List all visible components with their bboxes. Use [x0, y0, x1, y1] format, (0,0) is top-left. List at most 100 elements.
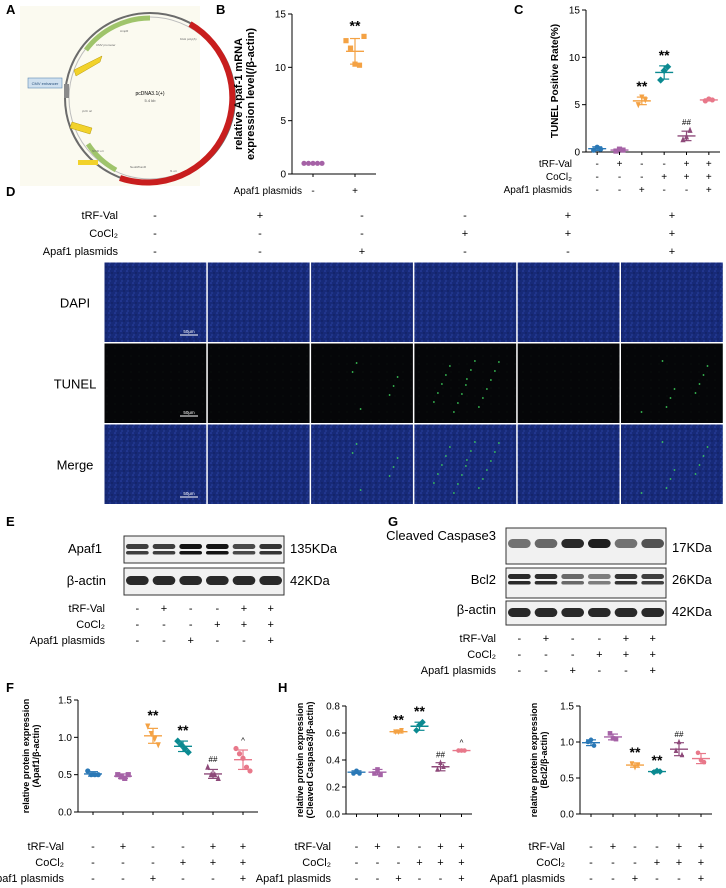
y-tick-label: 0.0 [58, 808, 72, 819]
condition-sign: - [595, 172, 598, 183]
series-group [648, 767, 666, 776]
condition-sign: - [517, 649, 521, 661]
blot-e: Apaf1 β-actin 135KDa 42KDa tRF-Val - + - - + +… [30, 535, 338, 647]
data-point [356, 62, 363, 68]
tunel-positive-cell [437, 473, 439, 475]
y-axis-label: relative Apaf-1 mRNAexpression level(/β-… [233, 28, 257, 160]
series-group [610, 146, 629, 154]
bcl2-band [641, 574, 664, 579]
micrograph-merge [414, 424, 517, 504]
condition-sign: + [649, 633, 655, 645]
data-point [396, 729, 401, 735]
condition-sign: - [595, 159, 598, 170]
tunel-positive-cell [388, 394, 391, 396]
condition-sign: - [258, 228, 262, 240]
blot-g-kda: 26KDa [672, 572, 713, 587]
data-point [177, 741, 185, 749]
significance-mark: ** [652, 752, 663, 768]
condition-sign: + [210, 841, 216, 853]
tunel-positive-cell [457, 402, 459, 404]
y-tick-label: 1.5 [560, 702, 574, 713]
data-point [613, 148, 619, 154]
tunel-positive-cell [466, 459, 468, 461]
condition-sign: + [240, 841, 246, 853]
apaf1-band [179, 544, 202, 549]
micrograph-merge [207, 424, 310, 504]
condition-sign: - [611, 857, 615, 869]
micrograph-merge [517, 424, 620, 504]
condition-sign: - [151, 841, 155, 853]
tunel-positive-cell [392, 385, 395, 387]
y-tick-label: 0 [574, 148, 580, 159]
micrograph-merge [621, 424, 723, 504]
condition-sign: + [565, 210, 571, 222]
tunel-positive-cell [498, 361, 500, 363]
bcl2-band [588, 581, 611, 585]
condition-sign: - [517, 665, 521, 677]
condition-label: tRF-Val [69, 603, 105, 615]
micrograph-dapi [517, 262, 620, 342]
data-point [676, 738, 682, 745]
data-point [152, 736, 158, 743]
data-point [664, 63, 672, 71]
condition-sign: - [566, 246, 570, 258]
y-tick-label: 1.5 [58, 696, 72, 707]
series-group [174, 737, 192, 756]
data-point [85, 768, 91, 774]
condition-sign: + [267, 635, 273, 647]
tunel-positive-cell [437, 392, 439, 394]
data-point [399, 728, 404, 734]
condition-sign: - [662, 185, 665, 196]
condition-sign: - [189, 603, 193, 615]
y-tick-label: 0.8 [326, 702, 340, 713]
bcl2-band [561, 574, 584, 579]
condition-sign: - [595, 185, 598, 196]
data-point [695, 750, 701, 756]
tunel-positive-cell [702, 455, 705, 457]
tunel-positive-cell [694, 473, 697, 475]
condition-label: tRF-Val [529, 841, 565, 853]
micrograph-dapi [621, 262, 723, 342]
condition-sign: + [210, 857, 216, 869]
condition-sign: - [258, 246, 262, 258]
condition-sign: - [397, 857, 401, 869]
tunel-positive-cell [673, 388, 676, 390]
condition-sign: - [544, 649, 548, 661]
tunel-positive-cell [706, 365, 709, 367]
condition-label: CoCl₂ [546, 172, 572, 183]
series-group [301, 160, 325, 166]
tunel-positive-cell [433, 401, 435, 403]
condition-sign: - [91, 873, 95, 885]
condition-sign: + [374, 841, 380, 853]
y-axis-label-line: (Cleaved Caspase3/β-actin) [305, 701, 315, 818]
tunel-positive-cell [665, 406, 668, 408]
actin-band [508, 608, 531, 617]
apaf1-band [126, 551, 149, 555]
bcl2-band [508, 574, 531, 579]
data-point [616, 146, 623, 152]
condition-sign: + [623, 649, 629, 661]
data-point [314, 160, 321, 166]
micrograph-tunel [207, 343, 310, 423]
plasmid-feature-label: NeoR/KanR [130, 165, 147, 169]
data-point [683, 133, 690, 140]
blot-e-band-name: Apaf1 [68, 541, 102, 556]
condition-sign: + [395, 873, 401, 885]
condition-sign: - [162, 635, 166, 647]
condition-sign: - [517, 633, 521, 645]
condition-sign: - [153, 228, 157, 240]
data-point [174, 737, 182, 745]
data-point [680, 136, 686, 143]
condition-sign: - [153, 210, 157, 222]
significance-mark: ** [636, 78, 647, 94]
tunel-positive-cell [669, 478, 672, 480]
blot-e-kda: 135KDa [290, 541, 338, 556]
blot-g-conditions: tRF-Val - + - - + + CoCl₂ - - - + + + Apaf1 plasmids - -… [421, 633, 656, 677]
tunel-positive-cell [433, 482, 435, 484]
condition-sign: - [376, 873, 380, 885]
data-point [435, 766, 440, 772]
panel-label-a: A [6, 2, 16, 17]
series-group [699, 96, 718, 104]
apaf1-band [206, 551, 229, 555]
condition-sign: - [215, 603, 219, 615]
